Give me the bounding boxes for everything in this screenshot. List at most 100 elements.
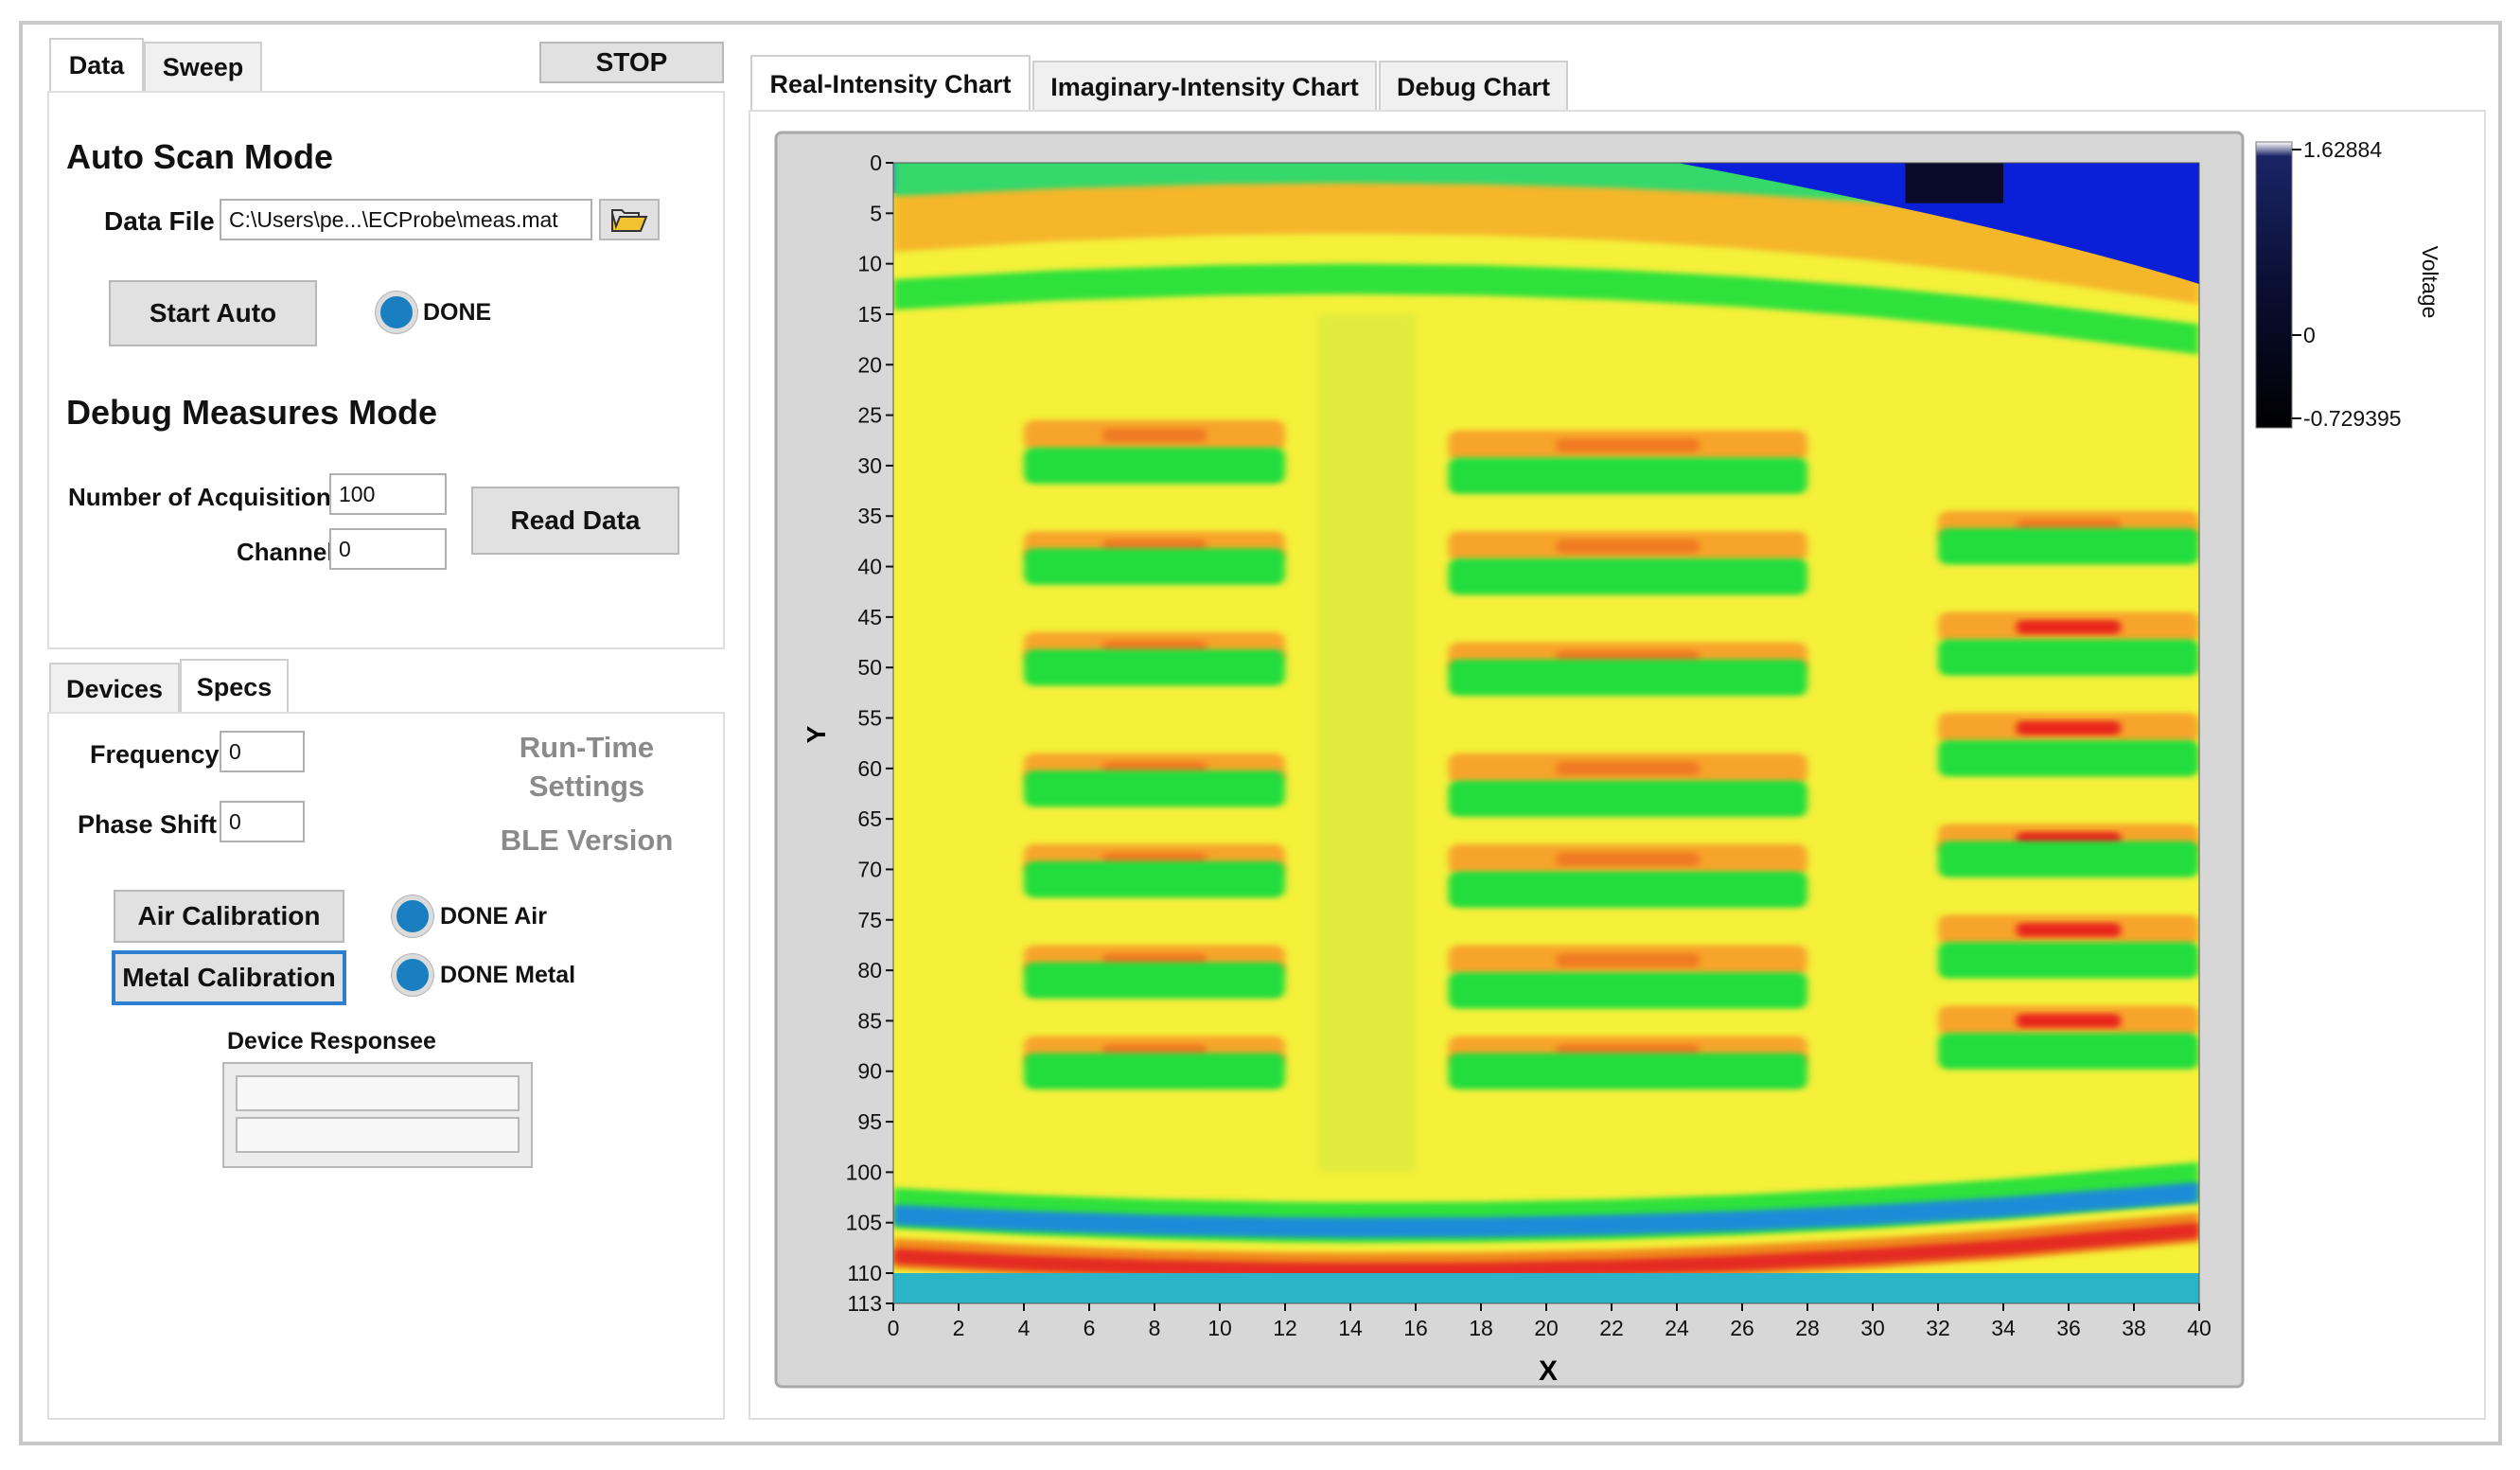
runtime-settings-line1: Run-Time [519, 731, 655, 764]
y-tick-label: 50 [857, 655, 882, 680]
start-auto-button[interactable]: Start Auto [109, 280, 317, 346]
stripe-2-9 [1938, 942, 2199, 979]
top-orange-arc [893, 172, 2199, 305]
y-tick-label: 0 [870, 151, 882, 175]
x-tick-label: 40 [2187, 1316, 2212, 1340]
bottom-red-arc [893, 1222, 2199, 1279]
stripe-0-11 [1024, 962, 1285, 999]
x-tick-label: 16 [1403, 1316, 1428, 1340]
stripe-2-5 [1938, 739, 2199, 777]
hot-core-2-4 [2016, 720, 2122, 735]
tab-imaginary-intensity[interactable]: Imaginary-Intensity Chart [1032, 61, 1377, 112]
stripe-1-3 [1448, 558, 1807, 595]
hot-core-2-2 [2016, 620, 2122, 634]
hot-core-2-10 [2016, 1013, 2122, 1028]
y-tick-label: 90 [857, 1059, 882, 1084]
debug-mode-heading: Debug Measures Mode [66, 393, 438, 432]
x-tick-label: 26 [1730, 1316, 1754, 1340]
y-tick-label: 15 [857, 302, 882, 327]
response-line-2[interactable] [236, 1117, 520, 1153]
y-tick-label: 70 [857, 857, 882, 881]
frequency-label: Frequency [90, 740, 220, 769]
hot-core-2-8 [2016, 922, 2122, 937]
x-tick-label: 32 [1926, 1316, 1950, 1340]
hot-core-1-6 [1556, 761, 1701, 776]
y-tick-label: 85 [857, 1008, 882, 1033]
ble-version-label: BLE Version [500, 824, 674, 857]
colorbar [2255, 141, 2293, 429]
stripe-1-5 [1448, 659, 1807, 697]
stripe-2-11 [1938, 1033, 2199, 1070]
stop-button[interactable]: STOP [539, 42, 724, 83]
channel-label: Channel [237, 538, 334, 566]
stripe-0-13 [1024, 1053, 1285, 1089]
hot-core-1-2 [1556, 539, 1701, 554]
x-tick-label: 30 [1860, 1316, 1885, 1340]
y-tick-label: 55 [857, 706, 882, 731]
tab-specs[interactable]: Specs [180, 659, 289, 714]
done-metal-label: DONE Metal [440, 962, 576, 988]
y-tick-label: 30 [857, 453, 882, 478]
device-response-label: Device Responsee [227, 1028, 436, 1054]
plot-area [893, 163, 2199, 1303]
read-data-button[interactable]: Read Data [471, 487, 679, 555]
tab-real-intensity[interactable]: Real-Intensity Chart [750, 55, 1031, 112]
y-tick-label: 45 [857, 605, 882, 629]
done-air-label: DONE Air [440, 903, 547, 930]
metal-calibration-button[interactable]: Metal Calibration [112, 950, 346, 1005]
browse-button[interactable] [599, 199, 660, 240]
top-right-dark-corner [1677, 163, 2199, 284]
acquisitions-field[interactable]: 100 [329, 473, 447, 515]
x-tick-label: 38 [2122, 1316, 2146, 1340]
colorbar-zero: 0 [2303, 323, 2316, 347]
hot-core-1-0 [1556, 438, 1701, 453]
auto-scan-heading: Auto Scan Mode [66, 137, 334, 176]
response-line-1[interactable] [236, 1075, 520, 1111]
stripe-2-7 [1938, 841, 2199, 877]
bottom-edge-band [893, 1273, 2199, 1303]
phase-shift-label: Phase Shift [78, 810, 218, 839]
data-file-label: Data File [104, 206, 215, 236]
y-tick-label: 100 [846, 1160, 882, 1184]
phase-shift-field[interactable]: 0 [220, 801, 305, 842]
hot-core-1-10 [1556, 952, 1701, 967]
y-axis: 0 5 10 15 20 25 30 35 40 45 50 55 60 65 70 75 80 85 90 95 10… [846, 151, 893, 1316]
frequency-field[interactable]: 0 [220, 731, 305, 772]
tab-debug-chart[interactable]: Debug Chart [1379, 61, 1568, 112]
tab-devices[interactable]: Devices [49, 663, 180, 714]
x-tick-label: 22 [1599, 1316, 1624, 1340]
y-tick-label: 75 [857, 908, 882, 932]
x-tick-label: 18 [1469, 1316, 1493, 1340]
colorbar-max: 1.62884 [2303, 137, 2382, 162]
y-tick-label: 20 [857, 352, 882, 377]
y-tick-label: 65 [857, 806, 882, 831]
channel-field[interactable]: 0 [329, 528, 447, 570]
air-calibration-button[interactable]: Air Calibration [114, 890, 344, 943]
black-spot [1905, 163, 2003, 204]
stripe-2-1 [1938, 528, 2199, 565]
stripe-0-5 [1024, 648, 1285, 686]
stripe-0-1 [1024, 447, 1285, 485]
y-axis-label: Y [802, 725, 831, 743]
runtime-settings-line2: Settings [528, 770, 645, 803]
x-tick-label: 28 [1795, 1316, 1820, 1340]
colorbar-label: Voltage [2418, 246, 2442, 319]
x-tick-label: 34 [1991, 1316, 2016, 1340]
x-tick-label: 4 [1018, 1316, 1031, 1340]
hot-core-1-8 [1556, 852, 1701, 867]
x-axis-label: X [1539, 1355, 1558, 1387]
x-tick-label: 14 [1338, 1316, 1363, 1340]
x-tick-label: 0 [888, 1316, 900, 1340]
hot-core-0-0 [1101, 428, 1207, 443]
stripe-1-1 [1448, 457, 1807, 494]
stripe-1-9 [1448, 871, 1807, 908]
y-tick-label: 80 [857, 958, 882, 983]
tab-data[interactable]: Data [49, 38, 144, 91]
y-tick-label: 25 [857, 403, 882, 428]
stripe-1-7 [1448, 780, 1807, 818]
data-file-field[interactable]: C:\Users\pe...\ECProbe\meas.mat [220, 199, 592, 240]
stripe-2-3 [1938, 639, 2199, 676]
tab-sweep[interactable]: Sweep [144, 42, 262, 91]
center-column-shade [1317, 313, 1416, 1173]
x-tick-label: 10 [1207, 1316, 1232, 1340]
